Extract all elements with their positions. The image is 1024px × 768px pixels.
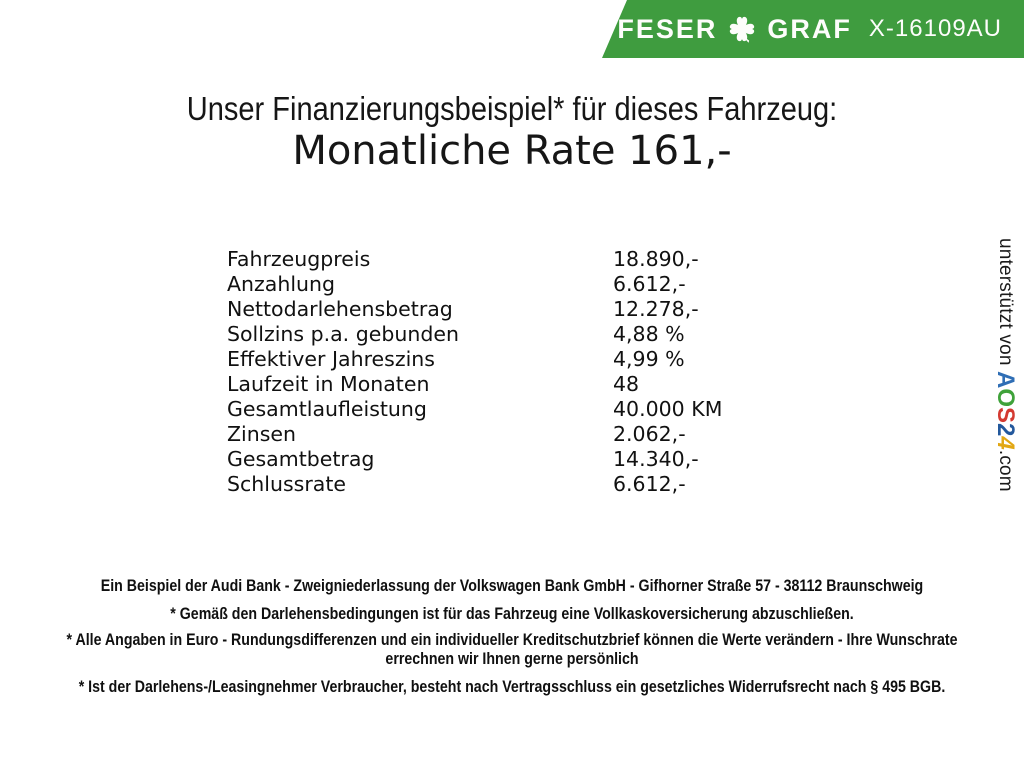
row-value: 4,99 %: [613, 347, 685, 371]
row-label: Laufzeit in Monaten: [227, 372, 430, 396]
footer-withdrawal-note: * Ist der Darlehens-/Leasingnehmer Verbr…: [78, 678, 946, 696]
page-title: Unser Finanzierungsbeispiel* für dieses …: [186, 90, 838, 127]
title-block: Unser Finanzierungsbeispiel* für dieses …: [0, 90, 1024, 174]
brand-logo: FESER GRAF X-16109AU: [617, 0, 1024, 58]
row-label: Nettodarlehensbetrag: [227, 297, 453, 321]
row-label: Anzahlung: [227, 272, 336, 296]
table-row: Gesamtlaufleistung 40.000 KM: [227, 397, 722, 422]
row-value: 12.278,-: [613, 297, 699, 321]
row-label: Fahrzeugpreis: [227, 247, 371, 271]
aos-domain-suffix: .com: [995, 449, 1016, 492]
brand-word-feser: FESER: [617, 13, 718, 44]
row-value: 40.000 KM: [613, 397, 723, 421]
row-value: 2.062,-: [613, 422, 686, 446]
aos-logo-letter: A: [992, 371, 1019, 389]
table-row: Schlussrate 6.612,-: [227, 472, 722, 497]
footer-insurance-note: * Gemäß den Darlehensbedingungen ist für…: [170, 605, 854, 623]
aos-logo-letter: O: [992, 388, 1019, 408]
footer-disclaimer: Ein Beispiel der Audi Bank - Zweignieder…: [0, 577, 1024, 706]
row-value: 6.612,-: [613, 272, 686, 296]
table-row: Effektiver Jahreszins 4,99 %: [227, 347, 722, 372]
aos-logo-letter: 2: [992, 423, 1019, 437]
brand-word-graf: GRAF: [767, 13, 852, 44]
supported-by-text: unterstützt von: [995, 238, 1016, 366]
table-row: Gesamtbetrag 14.340,-: [227, 447, 722, 472]
table-row: Zinsen 2.062,-: [227, 422, 722, 447]
row-label: Effektiver Jahreszins: [227, 347, 435, 371]
footer-euro-note: * Alle Angaben in Euro - Rundungsdiffere…: [66, 631, 958, 668]
table-row: Sollzins p.a. gebunden 4,88 %: [227, 322, 722, 347]
monthly-rate-headline: Monatliche Rate 161,-: [292, 128, 732, 174]
row-label: Sollzins p.a. gebunden: [227, 322, 459, 346]
financing-table: Fahrzeugpreis 18.890,- Anzahlung 6.612,-…: [227, 247, 722, 497]
table-row: Fahrzeugpreis 18.890,-: [227, 247, 722, 272]
row-label: Zinsen: [227, 422, 297, 446]
aos-logo-letter: 4: [992, 436, 1019, 450]
brand-banner: FESER GRAF X-16109AU: [602, 0, 1024, 58]
row-value: 18.890,-: [613, 247, 699, 271]
row-label: Schlussrate: [227, 472, 346, 496]
row-value: 6.612,-: [613, 472, 686, 496]
row-value: 4,88 %: [613, 322, 685, 346]
table-row: Anzahlung 6.612,-: [227, 272, 722, 297]
footer-bank-line: Ein Beispiel der Audi Bank - Zweignieder…: [100, 577, 924, 595]
aos-logo-letter: S: [992, 407, 1019, 424]
row-label: Gesamtlaufleistung: [227, 397, 427, 421]
row-value: 48: [613, 372, 640, 396]
row-label: Gesamtbetrag: [227, 447, 375, 471]
listing-code: X-16109AU: [868, 15, 1002, 42]
supported-by-note: unterstützt von AOS24.com: [992, 238, 1019, 492]
row-value: 14.340,-: [613, 447, 699, 471]
table-row: Laufzeit in Monaten 48: [227, 372, 722, 397]
aos24-logo: AOS24: [992, 371, 1019, 450]
clover-icon: [726, 13, 758, 45]
table-row: Nettodarlehensbetrag 12.278,-: [227, 297, 722, 322]
